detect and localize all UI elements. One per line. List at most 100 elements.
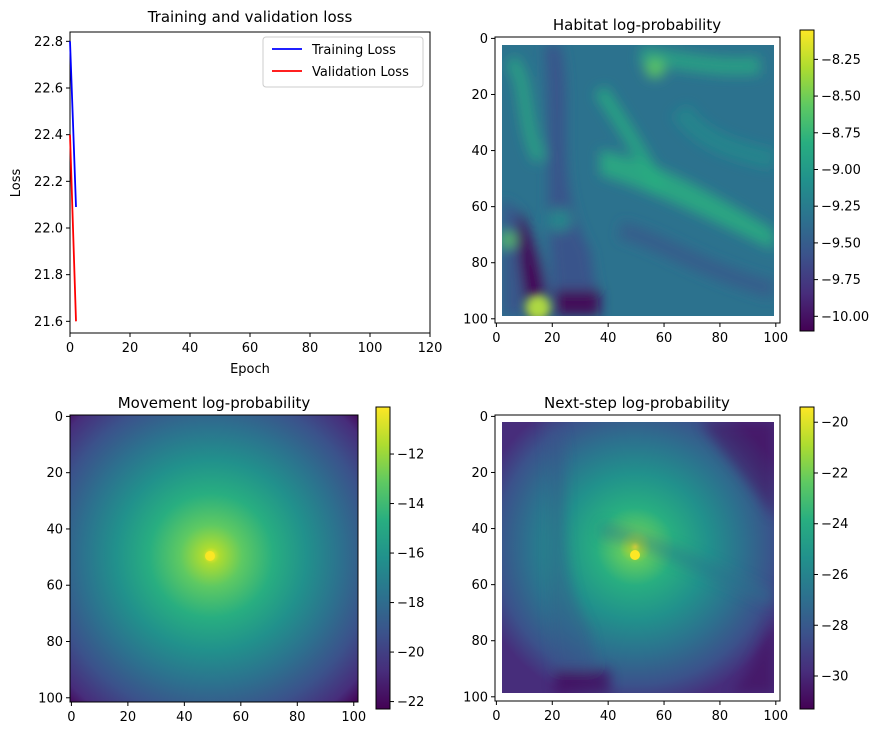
- legend-box: [262, 36, 424, 88]
- next-step-x-tick-label: 100: [763, 709, 788, 724]
- movement-x-tick-label: 100: [341, 710, 366, 725]
- loss-y-tick-label: 21.8: [34, 268, 63, 283]
- habitat-colorbar-tick-label: −9.75: [821, 273, 861, 288]
- movement-x-tick-label: 0: [67, 710, 75, 725]
- habitat-y-tick-label: 0: [480, 32, 488, 47]
- loss-x-tick-label: 60: [242, 341, 259, 356]
- movement-y-tick-label: 60: [46, 579, 63, 594]
- loss-x-tick-label: 20: [122, 341, 139, 356]
- habitat-y-tick-label: 100: [463, 312, 488, 327]
- movement-colorbar-tick-label: −22: [397, 695, 424, 710]
- next-step-x-tick-label: 80: [712, 709, 729, 724]
- next-step-y-ticks: 0 20 40 60 80 100: [463, 410, 495, 705]
- next-step-y-tick-label: 60: [471, 578, 488, 593]
- next-step-colorbar-tick-label: −28: [821, 619, 848, 634]
- next-step-x-ticks: 0 20 40 60 80 100: [492, 701, 788, 724]
- habitat-image: [502, 45, 774, 316]
- habitat-y-tick-label: 40: [471, 144, 488, 159]
- habitat-x-tick-label: 80: [712, 331, 729, 346]
- movement-x-tick-label: 60: [233, 710, 250, 725]
- next-step-x-tick-label: 0: [492, 709, 500, 724]
- loss-series: [69, 41, 77, 322]
- loss-y-tick-label: 21.6: [34, 315, 63, 330]
- loss-y-tick-label: 22.2: [34, 175, 63, 190]
- next-step-colorbar-tick-label: −24: [821, 517, 848, 532]
- loss-y-tick-label: 22.8: [34, 35, 63, 50]
- next-step-colorbar-tick-label: −30: [821, 670, 848, 685]
- loss-x-tick-label: 120: [418, 341, 443, 356]
- habitat-x-ticks: 0 20 40 60 80 100: [492, 323, 788, 346]
- movement-y-tick-label: 100: [38, 691, 63, 706]
- movement-x-tick-label: 20: [120, 710, 137, 725]
- habitat-title: Habitat log-probability: [553, 16, 721, 34]
- habitat-colorbar-tick-label: −8.75: [821, 126, 861, 141]
- training-loss-line: [69, 41, 77, 208]
- loss-chart-title: Training and validation loss: [147, 8, 353, 26]
- validation-loss-line: [69, 134, 77, 322]
- next-step-x-tick-label: 60: [656, 709, 673, 724]
- habitat-colorbar-tick-label: −10.00: [821, 310, 869, 325]
- movement-x-tick-label: 40: [176, 710, 193, 725]
- movement-colorbar-tick-label: −16: [397, 547, 424, 562]
- habitat-x-tick-label: 100: [763, 331, 788, 346]
- next-step-heatmap: Next-step log-probability 0 20 40 60 80 100 0…: [463, 394, 848, 724]
- habitat-y-tick-label: 80: [471, 256, 488, 271]
- movement-y-ticks: 0 20 40 60 80 100: [38, 410, 70, 706]
- movement-title: Movement log-probability: [118, 394, 311, 412]
- next-step-colorbar: −20 −22 −24 −26 −28 −30: [799, 406, 848, 710]
- movement-y-tick-label: 80: [46, 635, 63, 650]
- next-step-image: [502, 422, 774, 693]
- loss-x-axis-label: Epoch: [230, 362, 270, 377]
- habitat-y-ticks: 0 20 40 60 80 100: [463, 32, 495, 327]
- loss-x-tick-label: 0: [66, 341, 74, 356]
- movement-colorbar-tick-label: −20: [397, 646, 424, 661]
- next-step-colorbar-tick-label: −20: [821, 416, 848, 431]
- loss-y-tick-label: 22.6: [34, 82, 63, 97]
- next-step-y-tick-label: 80: [471, 634, 488, 649]
- next-step-title: Next-step log-probability: [544, 394, 730, 412]
- legend-training-label: Training Loss: [311, 43, 396, 58]
- habitat-heatmap: Habitat log-probability: [463, 16, 869, 346]
- movement-colorbar-tick-label: −18: [397, 596, 424, 611]
- movement-y-tick-label: 40: [46, 522, 63, 537]
- loss-legend: Training Loss Validation Loss: [262, 36, 424, 88]
- loss-x-tick-label: 100: [358, 341, 383, 356]
- loss-x-tick-label: 40: [182, 341, 199, 356]
- movement-x-tick-label: 80: [289, 710, 306, 725]
- movement-colorbar-tick-label: −12: [397, 448, 424, 463]
- movement-heatmap: Movement log-probability 0 20 40 60 80 100 0 2…: [38, 394, 424, 725]
- next-step-colorbar-tick-label: −22: [821, 466, 848, 481]
- loss-y-ticks: 21.6 21.8 22.0 22.2 22.4 22.6 22.8: [34, 35, 70, 330]
- loss-y-axis-label: Loss: [9, 169, 24, 198]
- loss-y-tick-label: 22.0: [34, 222, 63, 237]
- movement-colorbar-tick-label: −14: [397, 497, 424, 512]
- loss-x-tick-label: 80: [302, 341, 319, 356]
- habitat-x-tick-label: 0: [492, 331, 500, 346]
- habitat-x-tick-label: 60: [656, 331, 673, 346]
- movement-x-ticks: 0 20 40 60 80 100: [67, 702, 366, 725]
- habitat-y-tick-label: 20: [471, 88, 488, 103]
- habitat-colorbar: −8.25 −8.50 −8.75 −9.00 −9.25 −9.50 −9.75 −10.0…: [799, 29, 869, 332]
- habitat-colorbar-tick-label: −8.50: [821, 90, 861, 105]
- next-step-colorbar-tick-label: −26: [821, 568, 848, 583]
- next-step-y-tick-label: 0: [480, 410, 488, 425]
- next-step-y-tick-label: 20: [471, 466, 488, 481]
- habitat-colorbar-tick-label: −9.50: [821, 236, 861, 251]
- movement-y-tick-label: 20: [46, 466, 63, 481]
- loss-chart: Training and validation loss 0 20 40 60 80 10…: [9, 8, 442, 377]
- habitat-x-tick-label: 20: [544, 331, 561, 346]
- movement-y-tick-label: 0: [55, 410, 63, 425]
- legend-validation-label: Validation Loss: [312, 65, 409, 80]
- next-step-y-tick-label: 40: [471, 522, 488, 537]
- loss-y-tick-label: 22.4: [34, 128, 63, 143]
- movement-colorbar: −12 −14 −16 −18 −20 −22: [375, 406, 424, 710]
- habitat-y-tick-label: 60: [471, 200, 488, 215]
- next-step-x-tick-label: 20: [544, 709, 561, 724]
- habitat-x-tick-label: 40: [600, 331, 617, 346]
- habitat-colorbar-tick-label: −8.25: [821, 53, 861, 68]
- habitat-colorbar-tick-label: −9.25: [821, 200, 861, 215]
- next-step-y-tick-label: 100: [463, 690, 488, 705]
- habitat-colorbar-tick-label: −9.00: [821, 163, 861, 178]
- loss-x-ticks: 0 20 40 60 80 100 120: [66, 333, 443, 356]
